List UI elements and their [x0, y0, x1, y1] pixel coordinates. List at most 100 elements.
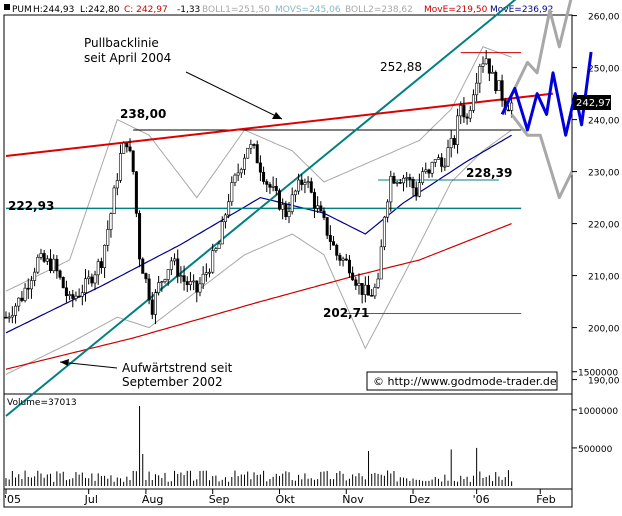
- volume-tick-label: 1500000: [578, 369, 618, 379]
- price-bars: [4, 50, 514, 325]
- annotations: Pullbacklinie seit April 2004 Aufwärtstr…: [7, 36, 611, 408]
- price-bar-body: [408, 177, 412, 180]
- price-bar-body: [284, 204, 288, 217]
- price-bar-body: [297, 179, 301, 192]
- uptrend-label-line1: Aufwärtstrend seit: [122, 361, 233, 375]
- price-bar-body: [293, 190, 297, 196]
- price-bar-body: [281, 204, 285, 210]
- price-bar-body: [115, 180, 119, 189]
- price-bar-body: [99, 261, 103, 268]
- price-bar-body: [103, 245, 107, 268]
- price-bar-body: [122, 142, 126, 154]
- price-tick-label: 210,00: [588, 273, 620, 283]
- price-bar-body: [109, 213, 113, 230]
- price-bar-body: [354, 279, 358, 286]
- price-bar-body: [452, 138, 456, 145]
- time-axis: '05 Jul Aug Sep Okt Nov Dez '06 Feb: [4, 489, 556, 506]
- price-bar-body: [395, 182, 399, 184]
- pullback-arrow: [185, 71, 283, 120]
- price-bar-body: [252, 144, 256, 146]
- projection-path-0: [513, 0, 573, 90]
- volume-panel-frame: [3, 393, 573, 490]
- price-bar-body: [42, 253, 46, 262]
- volume-bars: 500000 1000000 1500000: [5, 369, 618, 486]
- price-bar-body: [77, 295, 81, 298]
- volume-label: Volume=37013: [7, 398, 77, 408]
- price-bar-body: [319, 205, 323, 212]
- price-bar-body: [300, 179, 304, 185]
- level-252-label: 252,88: [380, 60, 422, 74]
- price-bar-body: [309, 181, 313, 193]
- price-bar-body: [373, 287, 377, 297]
- price-bar-body: [344, 258, 348, 261]
- price-bar-body: [481, 63, 485, 67]
- current-price-marker: [573, 95, 611, 110]
- time-tick-label: Sep: [209, 493, 230, 506]
- moving-average-short-line: [5, 134, 512, 334]
- price-bar-body: [456, 115, 460, 145]
- price-bar-body: [322, 210, 326, 218]
- trend-lines: [5, 0, 554, 417]
- price-bar-body: [347, 259, 351, 274]
- level-238-label: 238,00: [120, 107, 166, 121]
- price-bar-body: [386, 201, 390, 218]
- price-bar-body: [357, 283, 361, 286]
- price-bar-body: [341, 258, 345, 261]
- price-bar-body: [268, 184, 272, 188]
- header-low: L:242,80: [80, 5, 120, 15]
- price-bar-body: [10, 315, 14, 318]
- copyright-text[interactable]: © http://www.godmode-trader.de: [373, 375, 557, 388]
- price-bar-body: [427, 169, 431, 174]
- price-bar-body: [487, 58, 491, 74]
- price-bar-body: [306, 181, 310, 183]
- price-bar-body: [230, 182, 234, 203]
- price-tick-label: 190,00: [588, 377, 620, 387]
- header-menu-icon[interactable]: [4, 4, 10, 10]
- price-bar-body: [227, 201, 231, 216]
- price-bar-body: [84, 278, 88, 294]
- price-bar-body: [198, 283, 202, 293]
- price-bar-body: [64, 287, 68, 296]
- price-bar-body: [71, 294, 75, 299]
- price-bar-body: [433, 159, 437, 163]
- price-bar-body: [316, 205, 320, 209]
- price-bar-body: [379, 246, 383, 280]
- price-bar-body: [131, 150, 135, 172]
- price-bar-body: [173, 258, 177, 262]
- price-bar-body: [443, 165, 447, 168]
- price-bar-body: [351, 272, 355, 281]
- price-bar-body: [128, 146, 132, 152]
- price-tick-label: 260,00: [588, 13, 620, 23]
- price-bar-body: [125, 142, 129, 148]
- price-bar-body: [112, 187, 116, 214]
- price-bar-body: [459, 105, 463, 117]
- price-bar-body: [23, 287, 27, 301]
- price-bar-body: [370, 295, 374, 297]
- price-bar-body: [249, 144, 253, 149]
- price-bar-body: [277, 190, 281, 210]
- price-bar-body: [160, 281, 164, 283]
- time-tick-label: Aug: [142, 493, 163, 506]
- price-bar-body: [392, 175, 396, 184]
- current-price-value: 242,97: [576, 98, 611, 109]
- price-bar-body: [233, 174, 237, 183]
- price-bar-body: [475, 82, 479, 96]
- price-bar-body: [325, 217, 329, 236]
- price-bar-body: [440, 157, 444, 167]
- price-bar-body: [223, 214, 227, 222]
- price-bar-body: [510, 102, 514, 111]
- price-bar-body: [179, 275, 183, 277]
- uptrend-label-line2: September 2002: [122, 375, 223, 389]
- price-bar-body: [246, 147, 250, 159]
- price-bar-body: [157, 282, 161, 293]
- price-bar-body: [239, 169, 243, 174]
- bollinger-lower-line: [5, 129, 512, 375]
- price-bar-body: [20, 297, 24, 301]
- price-bar-body: [211, 250, 215, 273]
- pullback-line: [5, 92, 554, 157]
- price-bar-body: [424, 169, 428, 172]
- price-bar-body: [414, 187, 418, 197]
- price-bar-body: [411, 179, 415, 189]
- price-bar-body: [166, 269, 170, 280]
